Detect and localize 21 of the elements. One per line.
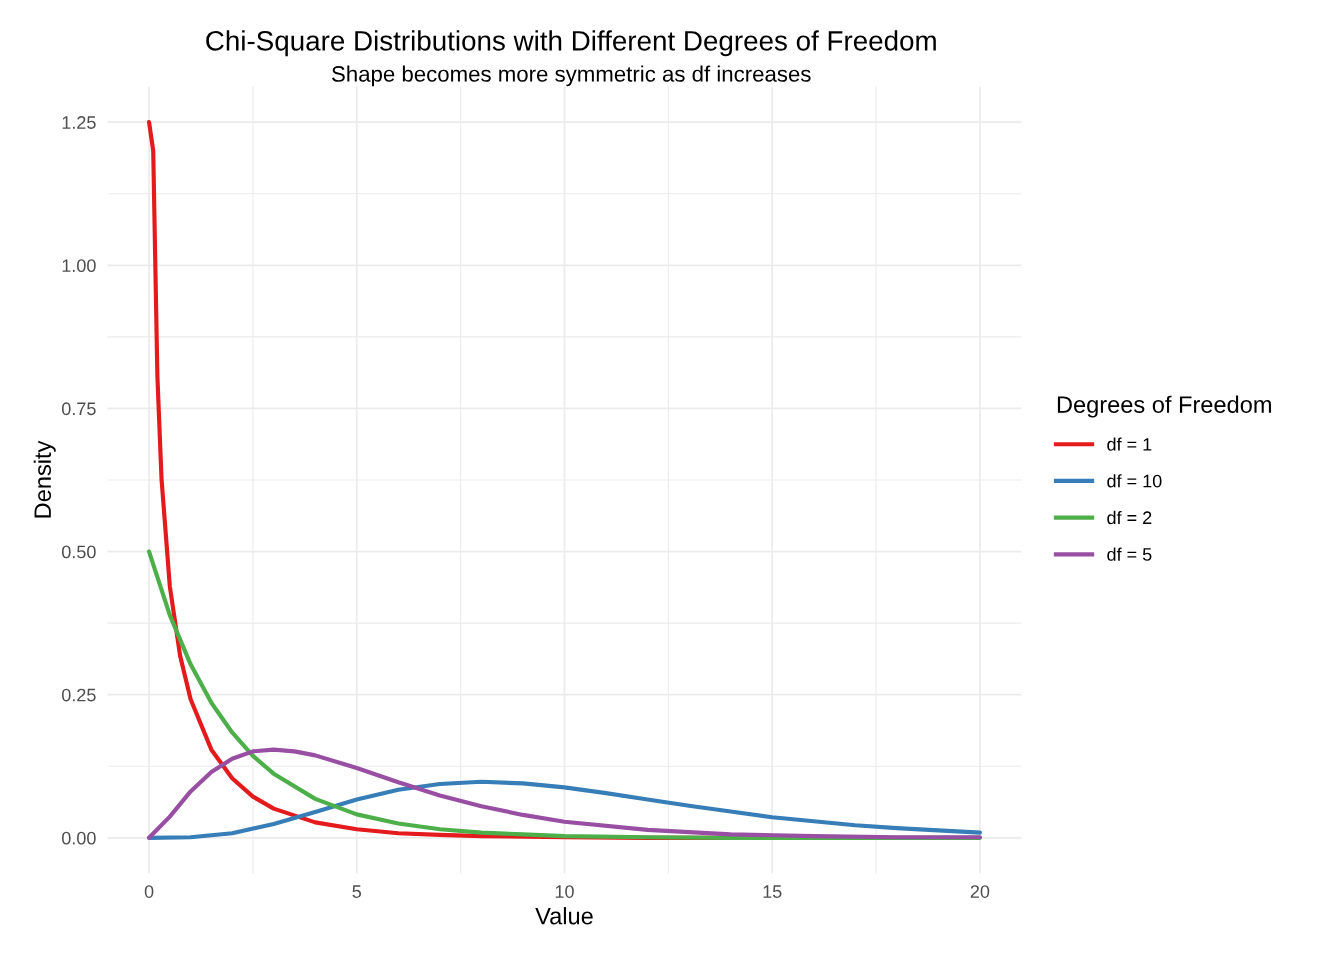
y-tick-label: 1.00 xyxy=(62,259,96,273)
line-series xyxy=(146,747,982,840)
legend-title: Degrees of Freedom xyxy=(1057,395,1271,418)
x-axis-title: Value xyxy=(535,907,593,925)
y-axis-title: Density xyxy=(33,440,56,518)
y-tick-label: 0.00 xyxy=(61,831,96,845)
legend-label: df = 5 xyxy=(1107,547,1152,561)
y-tick-label: 0.50 xyxy=(61,545,96,559)
y-tick-label: 0.75 xyxy=(61,402,96,416)
x-tick-label: 0 xyxy=(144,885,154,898)
legend-label: df = 10 xyxy=(1107,474,1162,488)
x-tick-label: 15 xyxy=(763,885,782,898)
x-tick-label: 20 xyxy=(970,885,990,898)
x-tick-label: 10 xyxy=(555,885,574,898)
chart-subtitle: Shape becomes more symmetric as df increases xyxy=(332,65,811,87)
legend-label: df = 1 xyxy=(1107,437,1152,451)
chart-title: Chi-Square Distributions with Different Degrees of Freedom xyxy=(206,30,936,57)
x-tick-label: 5 xyxy=(352,885,362,898)
y-tick-label: 1.25 xyxy=(62,116,96,129)
legend-label: df = 2 xyxy=(1107,510,1152,525)
y-tick-label: 0.25 xyxy=(61,688,96,702)
